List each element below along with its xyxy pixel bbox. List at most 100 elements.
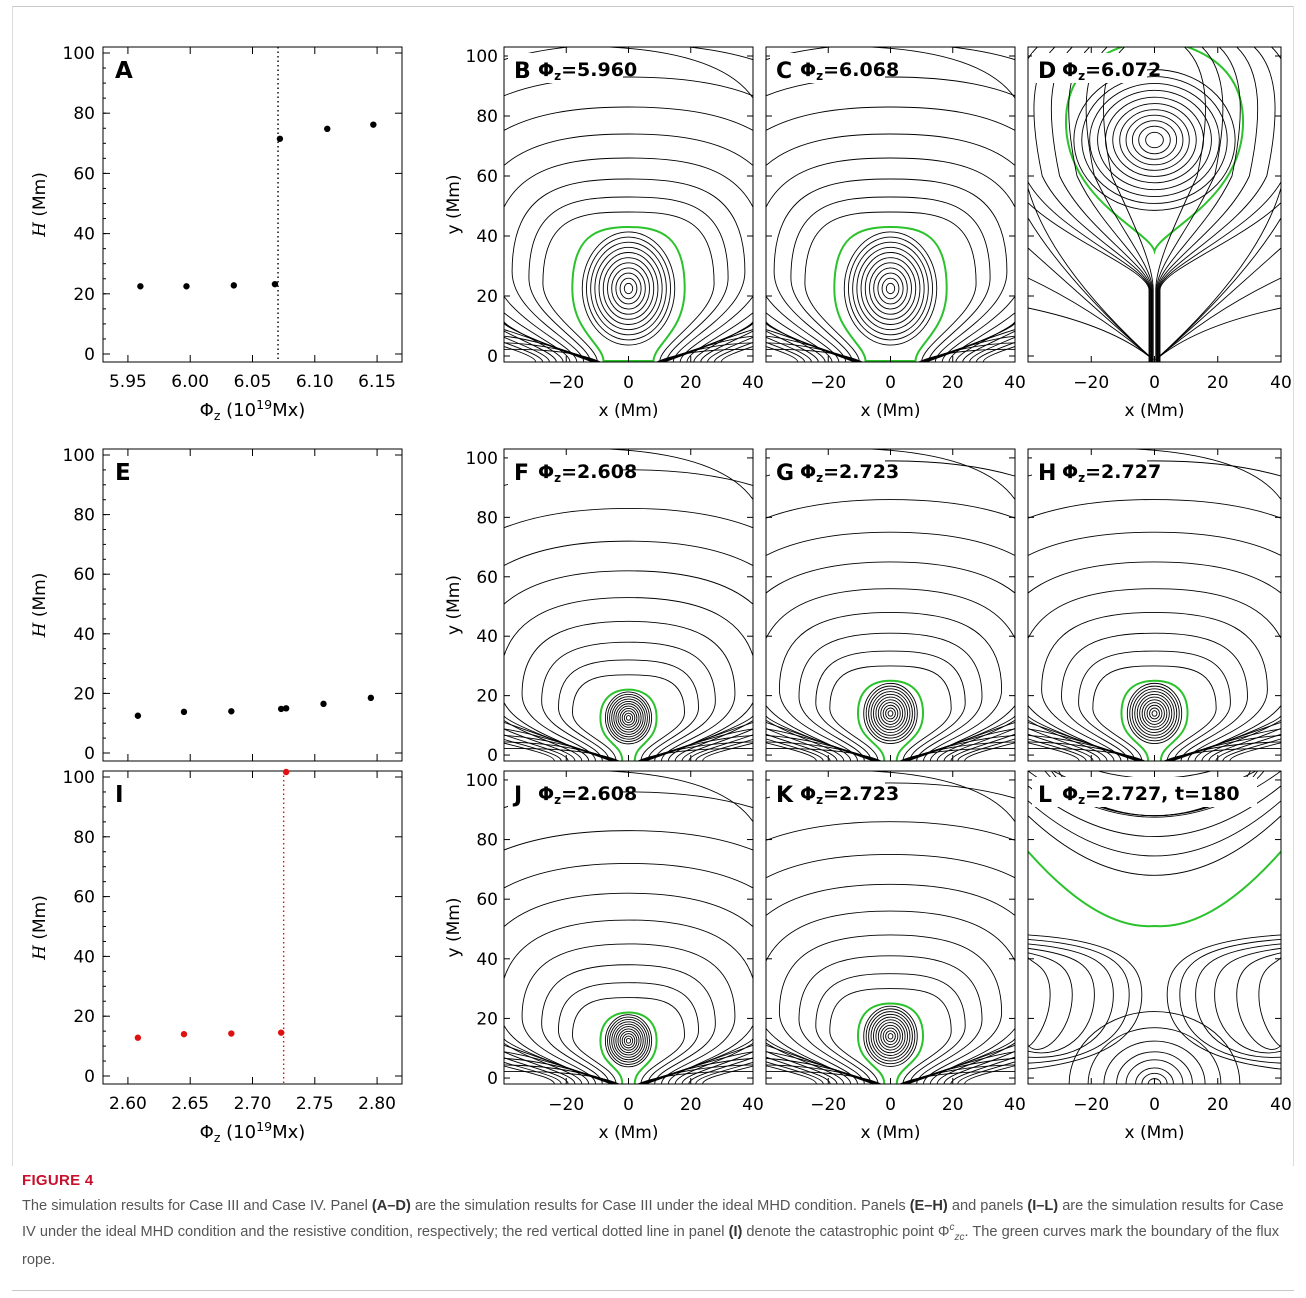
flux-rope-contour [617, 705, 640, 731]
arcade-line [1028, 499, 1155, 761]
arcade-line [1028, 561, 1155, 761]
flux-rope-boundary [833, 225, 948, 362]
field-lines [504, 771, 753, 1084]
flux-rope-contour [870, 1013, 911, 1059]
flux-rope-contour [615, 272, 642, 305]
caption-part-2: are the simulation results for Case III … [410, 1198, 910, 1214]
arcade-line [890, 588, 1015, 761]
flux-rope-contour [864, 257, 917, 320]
label-backing [1032, 777, 1257, 807]
flux-rope-contour [877, 1022, 904, 1051]
ylabel: y (Mm) [444, 898, 464, 958]
open-field-line [1050, 47, 1152, 362]
plot-frame [102, 770, 403, 1085]
xtick-label: 40 [742, 1095, 764, 1115]
flux-rope-contour [1149, 707, 1160, 720]
arcade-line [890, 178, 1008, 362]
arcade-line [829, 988, 891, 1084]
arcade-line [504, 570, 629, 761]
flux-rope-contour [607, 693, 650, 742]
data-point [370, 121, 377, 128]
low-field-line [1028, 715, 1138, 761]
flux-rope-contour [1151, 710, 1158, 717]
arcade-line [1154, 531, 1281, 761]
open-field-line [1028, 47, 1151, 362]
ytick-label: 60 [73, 164, 95, 184]
data-point [228, 1030, 235, 1037]
arcade-line [773, 178, 891, 362]
phi-value-label: Φz=5.960 [538, 59, 637, 83]
arcade-line [628, 659, 699, 761]
label-backing [770, 777, 885, 807]
panel-letter: E [115, 460, 131, 486]
arcade-line [628, 157, 753, 362]
low-field-line [766, 342, 862, 362]
ytick-label: 0 [84, 345, 95, 365]
flux-rope-boundary [571, 225, 686, 362]
flux-rope-contour [598, 252, 659, 325]
arcade-line [542, 211, 629, 362]
arcade-line [804, 211, 891, 362]
ytick-label: 40 [476, 627, 498, 647]
arcade-line [504, 830, 629, 1084]
flux-rope-contour [1073, 69, 1236, 211]
open-field-line [1068, 47, 1153, 362]
xtick-label: 40 [1004, 373, 1026, 393]
ytick-label: 100 [466, 47, 498, 67]
flux-rope-contour [594, 246, 663, 331]
arcade-line [628, 964, 716, 1084]
flux-rope-contour [1112, 103, 1197, 177]
data-point [320, 700, 327, 708]
low-field-line [639, 741, 753, 761]
arcade-line [890, 211, 977, 362]
ytick-label: 60 [73, 888, 95, 908]
flux-rope-contour [602, 257, 655, 320]
low-field-line [1028, 748, 1146, 761]
xtick-label: 40 [742, 373, 764, 393]
low-field-line [921, 335, 1015, 362]
flux-rope-contour [887, 710, 894, 717]
field-line-xpoint [1028, 934, 1143, 1070]
xtick-label: −20 [810, 373, 846, 393]
xtick-label: −20 [1073, 1095, 1109, 1115]
arcade-line [766, 157, 891, 362]
arcade-line [504, 540, 629, 761]
arcade-line [1092, 665, 1155, 761]
xtick-label: 0 [885, 1095, 896, 1115]
arcade-line [890, 531, 1015, 761]
label-backing [508, 777, 623, 807]
low-field-line [766, 734, 879, 761]
ytick-label: 20 [476, 287, 498, 307]
field-line-xpoint [1028, 943, 1114, 1058]
arcade-line [890, 910, 1015, 1084]
flux-rope-contour [1145, 131, 1164, 149]
field-line-xpoint [1258, 957, 1281, 1047]
arcade-line [504, 157, 629, 362]
ylabel: H (Mm) [30, 895, 50, 961]
caption-part-10: zc [954, 1231, 965, 1243]
xlabel: x (Mm) [599, 401, 659, 421]
low-field-line [504, 734, 617, 761]
arcade-line [1154, 588, 1281, 761]
low-field-line [1171, 715, 1281, 761]
flux-rope-contour [617, 1028, 640, 1054]
flux-rope-contour [625, 1037, 632, 1044]
field-line-upper [1028, 815, 1281, 876]
low-field-line [645, 1038, 753, 1084]
panel-letter: D [1038, 59, 1056, 84]
arcade-line [766, 133, 891, 362]
arcade-line [528, 196, 629, 362]
xtick-label: −20 [1073, 373, 1109, 393]
ylabel: H (Mm) [30, 172, 50, 238]
ytick-label: 0 [84, 1067, 95, 1087]
label-backing [1032, 53, 1147, 83]
ytick-label: 80 [476, 508, 498, 528]
arcade-line [890, 665, 952, 761]
figure-caption: FIGURE 4 The simulation results for Case… [22, 1172, 1284, 1271]
low-field-line [899, 748, 1015, 761]
arcade-line [890, 934, 1003, 1084]
phi-value-label: Φz=2.608 [538, 461, 637, 485]
field-line-xpoint [1179, 938, 1281, 1064]
arcade-line [766, 821, 891, 1084]
low-field-line [643, 1044, 753, 1084]
